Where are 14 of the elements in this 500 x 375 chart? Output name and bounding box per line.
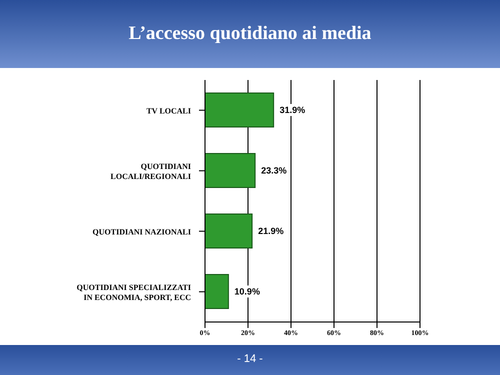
bar xyxy=(205,153,256,188)
chart-title: L’accesso quotidiano ai media xyxy=(128,23,372,45)
text: - 14 - xyxy=(236,353,264,365)
y-tick-label: QUOTIDIANI NAZIONALI xyxy=(92,227,191,236)
y-tick-label: QUOTIDIANI LOCALI/REGIONALI xyxy=(110,162,191,181)
data-label: 31.9% xyxy=(280,105,306,115)
y-tick-label: TV LOCALI xyxy=(146,106,191,116)
data-label: 23.3% xyxy=(261,166,287,176)
data-label: 21.9% xyxy=(258,226,284,236)
y-tick-label: QUOTIDIANI SPECIALIZZATI IN ECONOMIA, SPORT, ECC xyxy=(76,282,192,302)
bar xyxy=(205,214,253,248)
data-label: 10.9% xyxy=(234,286,260,296)
bar xyxy=(205,274,229,309)
bar xyxy=(205,92,274,128)
